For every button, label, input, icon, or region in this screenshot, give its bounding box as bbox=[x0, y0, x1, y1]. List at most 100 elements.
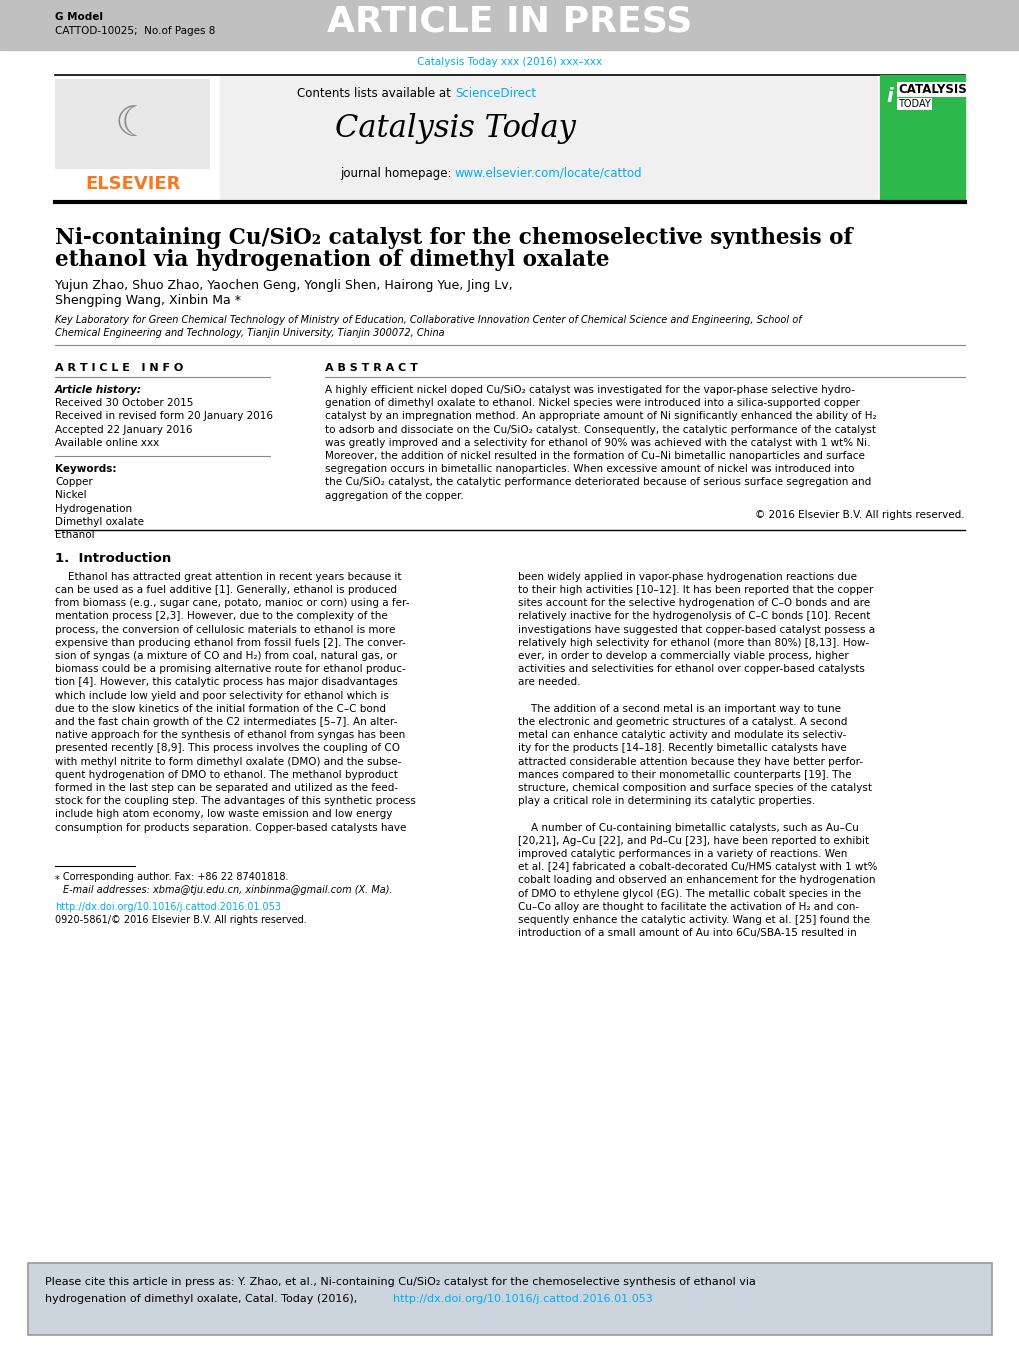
Text: Article history:: Article history: bbox=[55, 385, 142, 394]
Text: with methyl nitrite to form dimethyl oxalate (DMO) and the subse-: with methyl nitrite to form dimethyl oxa… bbox=[55, 757, 401, 766]
Text: ⁎ Corresponding author. Fax: +86 22 87401818.: ⁎ Corresponding author. Fax: +86 22 8740… bbox=[55, 871, 288, 882]
Text: Received 30 October 2015: Received 30 October 2015 bbox=[55, 399, 194, 408]
Text: Catalysis Today xxx (2016) xxx–xxx: Catalysis Today xxx (2016) xxx–xxx bbox=[417, 57, 602, 68]
Text: Ethanol has attracted great attention in recent years because it: Ethanol has attracted great attention in… bbox=[55, 571, 401, 582]
Text: play a critical role in determining its catalytic properties.: play a critical role in determining its … bbox=[518, 796, 814, 807]
Text: A highly efficient nickel doped Cu/SiO₂ catalyst was investigated for the vapor-: A highly efficient nickel doped Cu/SiO₂ … bbox=[325, 385, 854, 394]
Text: mances compared to their monometallic counterparts [19]. The: mances compared to their monometallic co… bbox=[518, 770, 851, 780]
Text: genation of dimethyl oxalate to ethanol. Nickel species were introduced into a s: genation of dimethyl oxalate to ethanol.… bbox=[325, 399, 859, 408]
Text: from biomass (e.g., sugar cane, potato, manioc or corn) using a fer-: from biomass (e.g., sugar cane, potato, … bbox=[55, 598, 409, 608]
Text: relatively inactive for the hydrogenolysis of C–C bonds [10]. Recent: relatively inactive for the hydrogenolys… bbox=[518, 612, 869, 621]
Text: catalyst by an impregnation method. An appropriate amount of Ni significantly en: catalyst by an impregnation method. An a… bbox=[325, 412, 875, 422]
Text: Available online xxx: Available online xxx bbox=[55, 438, 159, 447]
Text: 0920-5861/© 2016 Elsevier B.V. All rights reserved.: 0920-5861/© 2016 Elsevier B.V. All right… bbox=[55, 915, 307, 925]
Text: cobalt loading and observed an enhancement for the hydrogenation: cobalt loading and observed an enhanceme… bbox=[518, 875, 874, 885]
Text: ELSEVIER: ELSEVIER bbox=[86, 176, 180, 193]
Text: hydrogenation of dimethyl oxalate, Catal. Today (2016),: hydrogenation of dimethyl oxalate, Catal… bbox=[45, 1294, 361, 1304]
Text: [20,21], Ag–Cu [22], and Pd–Cu [23], have been reported to exhibit: [20,21], Ag–Cu [22], and Pd–Cu [23], hav… bbox=[518, 836, 868, 846]
Text: which include low yield and poor selectivity for ethanol which is: which include low yield and poor selecti… bbox=[55, 690, 388, 701]
Text: the electronic and geometric structures of a catalyst. A second: the electronic and geometric structures … bbox=[518, 717, 847, 727]
Text: Dimethyl oxalate: Dimethyl oxalate bbox=[55, 517, 144, 527]
Text: metal can enhance catalytic activity and modulate its selectiv-: metal can enhance catalytic activity and… bbox=[518, 730, 846, 740]
Text: to adsorb and dissociate on the Cu/SiO₂ catalyst. Consequently, the catalytic pe: to adsorb and dissociate on the Cu/SiO₂ … bbox=[325, 424, 875, 435]
Bar bbox=[0, 0, 1019, 50]
Text: et al. [24] fabricated a cobalt-decorated Cu/HMS catalyst with 1 wt%: et al. [24] fabricated a cobalt-decorate… bbox=[518, 862, 876, 873]
Text: introduction of a small amount of Au into 6Cu/SBA-15 resulted in: introduction of a small amount of Au int… bbox=[518, 928, 856, 938]
Text: Chemical Engineering and Technology, Tianjin University, Tianjin 300072, China: Chemical Engineering and Technology, Tia… bbox=[55, 328, 444, 338]
Text: attracted considerable attention because they have better perfor-: attracted considerable attention because… bbox=[518, 757, 862, 766]
Text: Yujun Zhao, Shuo Zhao, Yaochen Geng, Yongli Shen, Hairong Yue, Jing Lv,: Yujun Zhao, Shuo Zhao, Yaochen Geng, Yon… bbox=[55, 280, 513, 292]
Text: Nickel: Nickel bbox=[55, 490, 87, 500]
Text: tion [4]. However, this catalytic process has major disadvantages: tion [4]. However, this catalytic proces… bbox=[55, 677, 397, 688]
Text: presented recently [8,9]. This process involves the coupling of CO: presented recently [8,9]. This process i… bbox=[55, 743, 399, 754]
Text: Ni-containing Cu/SiO₂ catalyst for the chemoselective synthesis of: Ni-containing Cu/SiO₂ catalyst for the c… bbox=[55, 227, 852, 249]
Text: i: i bbox=[886, 86, 892, 105]
Text: Hydrogenation: Hydrogenation bbox=[55, 504, 132, 513]
Text: aggregation of the copper.: aggregation of the copper. bbox=[325, 490, 464, 501]
Text: investigations have suggested that copper-based catalyst possess a: investigations have suggested that coppe… bbox=[518, 624, 874, 635]
Text: activities and selectivities for ethanol over copper-based catalysts: activities and selectivities for ethanol… bbox=[518, 665, 864, 674]
Text: http://dx.doi.org/10.1016/j.cattod.2016.01.053: http://dx.doi.org/10.1016/j.cattod.2016.… bbox=[392, 1294, 652, 1304]
Text: E-mail addresses: xbma@tju.edu.cn, xinbinma@gmail.com (X. Ma).: E-mail addresses: xbma@tju.edu.cn, xinbi… bbox=[63, 885, 392, 894]
Text: The addition of a second metal is an important way to tune: The addition of a second metal is an imp… bbox=[518, 704, 841, 713]
Text: Key Laboratory for Green Chemical Technology of Ministry of Education, Collabora: Key Laboratory for Green Chemical Techno… bbox=[55, 315, 801, 326]
Text: stock for the coupling step. The advantages of this synthetic process: stock for the coupling step. The advanta… bbox=[55, 796, 416, 807]
Text: A B S T R A C T: A B S T R A C T bbox=[325, 363, 418, 373]
Text: sequently enhance the catalytic activity. Wang et al. [25] found the: sequently enhance the catalytic activity… bbox=[518, 915, 869, 925]
Text: A R T I C L E   I N F O: A R T I C L E I N F O bbox=[55, 363, 183, 373]
Text: ☾: ☾ bbox=[114, 103, 152, 145]
Text: ethanol via hydrogenation of dimethyl oxalate: ethanol via hydrogenation of dimethyl ox… bbox=[55, 249, 609, 272]
Text: segregation occurs in bimetallic nanoparticles. When excessive amount of nickel : segregation occurs in bimetallic nanopar… bbox=[325, 465, 854, 474]
Text: Shengping Wang, Xinbin Ma *: Shengping Wang, Xinbin Ma * bbox=[55, 295, 240, 307]
Text: ARTICLE IN PRESS: ARTICLE IN PRESS bbox=[327, 5, 692, 39]
Text: TODAY: TODAY bbox=[897, 99, 930, 109]
Text: the Cu/SiO₂ catalyst, the catalytic performance deteriorated because of serious : the Cu/SiO₂ catalyst, the catalytic perf… bbox=[325, 477, 870, 488]
Text: Moreover, the addition of nickel resulted in the formation of Cu–Ni bimetallic n: Moreover, the addition of nickel resulte… bbox=[325, 451, 864, 461]
Text: process, the conversion of cellulosic materials to ethanol is more: process, the conversion of cellulosic ma… bbox=[55, 624, 395, 635]
Text: was greatly improved and a selectivity for ethanol of 90% was achieved with the : was greatly improved and a selectivity f… bbox=[325, 438, 869, 447]
Text: www.elsevier.com/locate/cattod: www.elsevier.com/locate/cattod bbox=[454, 168, 642, 180]
Text: CATALYSIS: CATALYSIS bbox=[897, 82, 966, 96]
Text: 1.  Introduction: 1. Introduction bbox=[55, 551, 171, 565]
Text: G Model: G Model bbox=[55, 12, 103, 22]
Text: © 2016 Elsevier B.V. All rights reserved.: © 2016 Elsevier B.V. All rights reserved… bbox=[755, 509, 964, 520]
Text: journal homepage:: journal homepage: bbox=[339, 168, 454, 180]
Text: Ethanol: Ethanol bbox=[55, 530, 95, 540]
Text: of DMO to ethylene glycol (EG). The metallic cobalt species in the: of DMO to ethylene glycol (EG). The meta… bbox=[518, 889, 860, 898]
Text: are needed.: are needed. bbox=[518, 677, 580, 688]
Text: structure, chemical composition and surface species of the catalyst: structure, chemical composition and surf… bbox=[518, 784, 871, 793]
Text: native approach for the synthesis of ethanol from syngas has been: native approach for the synthesis of eth… bbox=[55, 730, 405, 740]
Bar bbox=[220, 76, 876, 200]
Bar bbox=[879, 76, 964, 200]
Text: ScienceDirect: ScienceDirect bbox=[454, 86, 536, 100]
FancyBboxPatch shape bbox=[28, 1263, 991, 1335]
Text: mentation process [2,3]. However, due to the complexity of the: mentation process [2,3]. However, due to… bbox=[55, 612, 387, 621]
Text: improved catalytic performances in a variety of reactions. Wen: improved catalytic performances in a var… bbox=[518, 848, 847, 859]
Text: Received in revised form 20 January 2016: Received in revised form 20 January 2016 bbox=[55, 412, 273, 422]
Text: Accepted 22 January 2016: Accepted 22 January 2016 bbox=[55, 424, 193, 435]
Text: biomass could be a promising alternative route for ethanol produc-: biomass could be a promising alternative… bbox=[55, 665, 406, 674]
Text: include high atom economy, low waste emission and low energy: include high atom economy, low waste emi… bbox=[55, 809, 392, 820]
Text: due to the slow kinetics of the initial formation of the C–C bond: due to the slow kinetics of the initial … bbox=[55, 704, 385, 713]
Text: and the fast chain growth of the C2 intermediates [5–7]. An alter-: and the fast chain growth of the C2 inte… bbox=[55, 717, 397, 727]
Text: ever, in order to develop a commercially viable process, higher: ever, in order to develop a commercially… bbox=[518, 651, 848, 661]
Text: Keywords:: Keywords: bbox=[55, 463, 116, 474]
Text: consumption for products separation. Copper-based catalysts have: consumption for products separation. Cop… bbox=[55, 823, 406, 832]
Text: to their high activities [10–12]. It has been reported that the copper: to their high activities [10–12]. It has… bbox=[518, 585, 872, 594]
Text: been widely applied in vapor-phase hydrogenation reactions due: been widely applied in vapor-phase hydro… bbox=[518, 571, 856, 582]
Text: Please cite this article in press as: Y. Zhao, et al., Ni-containing Cu/SiO₂ cat: Please cite this article in press as: Y.… bbox=[45, 1277, 755, 1288]
Text: formed in the last step can be separated and utilized as the feed-: formed in the last step can be separated… bbox=[55, 784, 397, 793]
Bar bbox=[55, 78, 210, 169]
Text: http://dx.doi.org/10.1016/j.cattod.2016.01.053: http://dx.doi.org/10.1016/j.cattod.2016.… bbox=[55, 902, 280, 912]
Text: sion of syngas (a mixture of CO and H₂) from coal, natural gas, or: sion of syngas (a mixture of CO and H₂) … bbox=[55, 651, 396, 661]
Text: relatively high selectivity for ethanol (more than 80%) [8,13]. How-: relatively high selectivity for ethanol … bbox=[518, 638, 868, 647]
Text: Copper: Copper bbox=[55, 477, 93, 488]
Text: can be used as a fuel additive [1]. Generally, ethanol is produced: can be used as a fuel additive [1]. Gene… bbox=[55, 585, 396, 594]
Text: expensive than producing ethanol from fossil fuels [2]. The conver-: expensive than producing ethanol from fo… bbox=[55, 638, 406, 647]
Text: sites account for the selective hydrogenation of C–O bonds and are: sites account for the selective hydrogen… bbox=[518, 598, 869, 608]
Text: Cu–Co alloy are thought to facilitate the activation of H₂ and con-: Cu–Co alloy are thought to facilitate th… bbox=[518, 902, 858, 912]
Text: ity for the products [14–18]. Recently bimetallic catalysts have: ity for the products [14–18]. Recently b… bbox=[518, 743, 846, 754]
Text: CATTOD-10025;  No.of Pages 8: CATTOD-10025; No.of Pages 8 bbox=[55, 26, 215, 36]
Text: Contents lists available at: Contents lists available at bbox=[298, 86, 454, 100]
Text: Catalysis Today: Catalysis Today bbox=[334, 113, 575, 145]
